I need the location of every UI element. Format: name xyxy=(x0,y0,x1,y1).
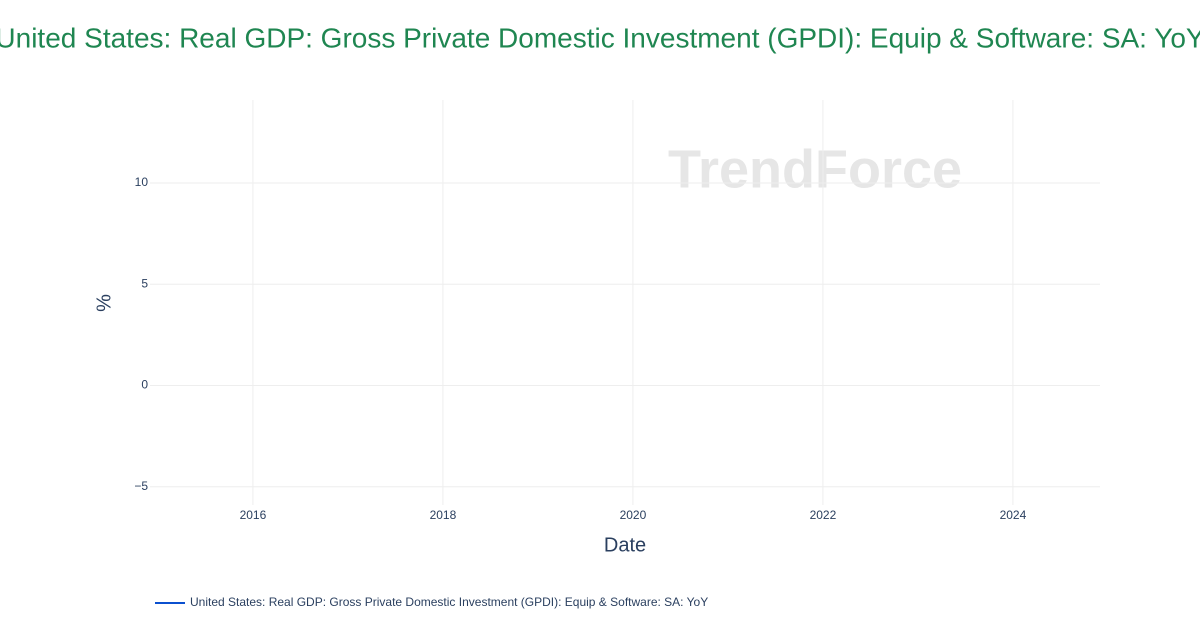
x-axis-title: Date xyxy=(604,534,646,556)
x-tick-label: 2024 xyxy=(1000,508,1027,522)
x-tick-label: 2022 xyxy=(810,508,837,522)
watermark: TrendForce xyxy=(668,139,962,199)
x-tick-label: 2016 xyxy=(240,508,267,522)
y-tick-label: 10 xyxy=(135,175,149,189)
legend-label: United States: Real GDP: Gross Private D… xyxy=(190,595,708,609)
y-tick-label: 5 xyxy=(141,276,148,290)
x-tick-label: 2020 xyxy=(620,508,647,522)
x-tick-label: 2018 xyxy=(430,508,457,522)
y-tick-label: 0 xyxy=(141,378,148,392)
y-tick-label: −5 xyxy=(134,479,148,493)
chart-title: United States: Real GDP: Gross Private D… xyxy=(0,22,1200,53)
y-axis-title: % xyxy=(93,294,115,312)
